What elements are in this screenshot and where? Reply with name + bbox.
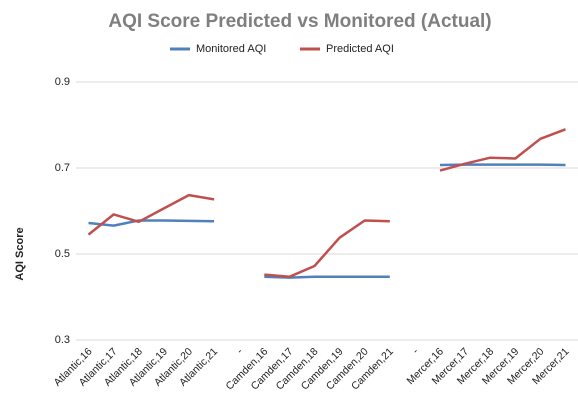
legend-label: Predicted AQI [326,43,394,55]
x-tick-label: - [234,345,245,356]
legend-label: Monitored AQI [196,43,266,55]
y-axis-label: AQI Score [14,227,26,280]
y-tick-label: 0.7 [55,162,70,174]
series-line [87,128,566,279]
series-line [88,163,566,279]
y-tick-label: 0.9 [55,76,70,88]
y-tick-label: 0.3 [55,334,70,346]
x-tick-label: - [410,345,421,356]
chart-title: AQI Score Predicted vs Monitored (Actual… [108,11,491,32]
y-tick-label: 0.5 [55,248,70,260]
